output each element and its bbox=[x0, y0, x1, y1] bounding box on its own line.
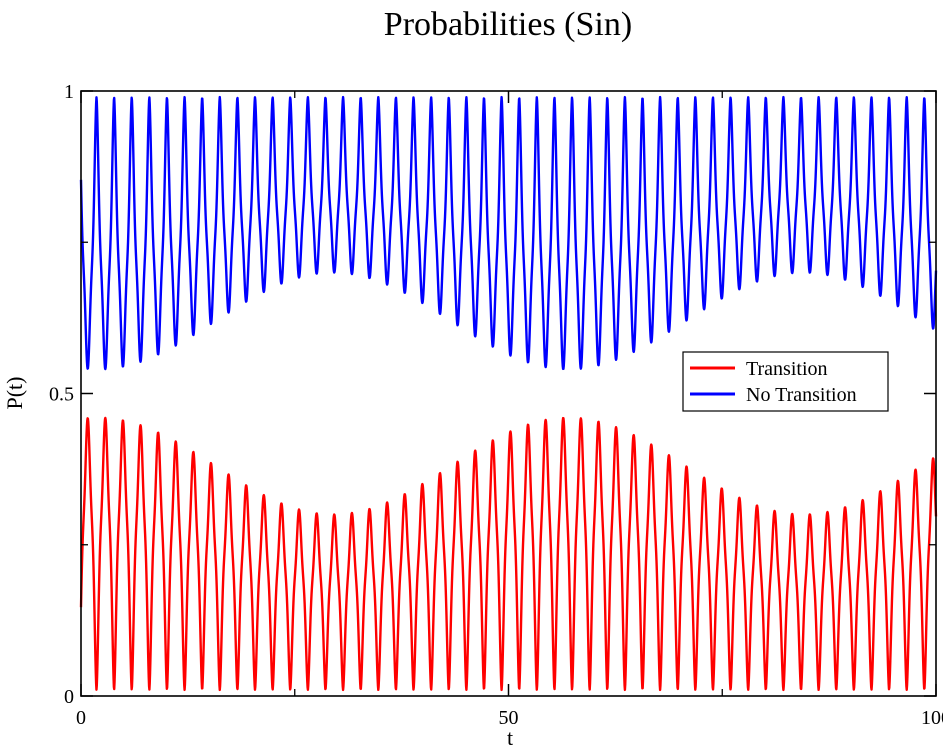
series-layer bbox=[79, 95, 938, 692]
x-tick-label: 100 bbox=[921, 707, 943, 729]
series-line-transition bbox=[79, 416, 938, 692]
chart-title: Probabilities (Sin) bbox=[384, 6, 632, 43]
y-tick-label: 0.5 bbox=[49, 384, 74, 406]
y-axis-label: P(t) bbox=[2, 377, 27, 410]
legend-label-no-transition: No Transition bbox=[746, 384, 857, 406]
y-tick-label: 1 bbox=[64, 81, 74, 103]
legend-box bbox=[682, 351, 889, 412]
x-tick-label: 0 bbox=[76, 707, 86, 729]
legend: Transition No Transition bbox=[682, 351, 889, 412]
x-tick-label: 50 bbox=[499, 707, 519, 729]
tick-layer: 0 50 100 0 0.5 1 bbox=[49, 81, 943, 729]
series-line-no-transition bbox=[79, 95, 938, 371]
x-axis-label: t bbox=[507, 725, 513, 747]
y-tick-label: 0 bbox=[64, 686, 74, 708]
legend-label-transition: Transition bbox=[746, 358, 828, 380]
